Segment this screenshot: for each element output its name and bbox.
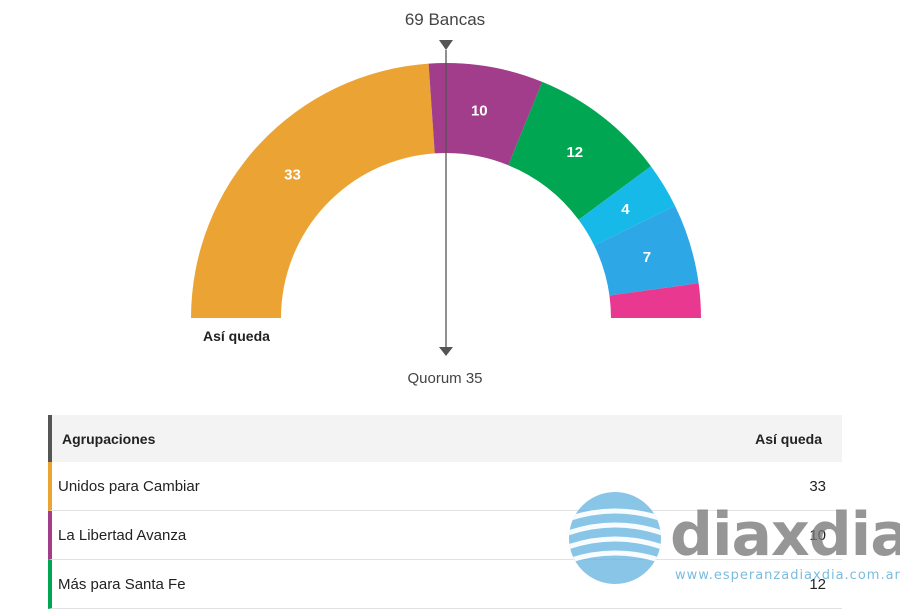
segment-0 (191, 63, 435, 318)
segment-4 (594, 205, 699, 296)
bottom-arrow-icon (439, 347, 453, 356)
party-seats: 10 (809, 526, 826, 544)
top-arrow-icon (439, 40, 453, 50)
seat-chart: 33 10 12 4 7 (191, 40, 701, 356)
diaxdia-logo-icon (569, 492, 661, 584)
quorum-label: Quorum 35 (407, 370, 483, 387)
segment-2 (508, 81, 651, 220)
party-name: Más para Santa Fe (58, 575, 186, 593)
party-seats: 33 (809, 477, 826, 495)
segment-5 (609, 283, 701, 318)
total-seats-label: 69 Bancas (404, 10, 486, 29)
watermark: diaxdia www.esperanzadiaxdia.com.ar (565, 490, 900, 590)
segment-3 (578, 166, 676, 246)
chart-segments (191, 63, 701, 318)
segment-label-1: 10 (471, 103, 488, 120)
watermark-url: www.esperanzadiaxdia.com.ar (675, 568, 900, 583)
table-row: La Libertad Avanza 10 (48, 511, 842, 560)
party-name: Unidos para Cambiar (58, 477, 200, 495)
watermark-brand: diaxdia (670, 500, 900, 570)
segment-label-0: 33 (284, 167, 301, 184)
party-seats: 12 (809, 575, 826, 593)
table-header: Agrupaciones Así queda (48, 415, 842, 462)
segment-label-3: 4 (621, 201, 630, 218)
segment-1 (428, 63, 543, 166)
segment-label-4: 7 (643, 249, 651, 266)
header-agrupaciones: Agrupaciones (62, 430, 156, 447)
chart-segment-labels: 33 10 12 4 7 (284, 103, 651, 266)
chart-caption: Así queda (203, 328, 270, 344)
party-name: La Libertad Avanza (58, 526, 187, 544)
table-row: Unidos para Cambiar 33 (48, 462, 842, 511)
segment-label-2: 12 (566, 144, 583, 161)
header-asi-queda: Así queda (755, 430, 822, 447)
